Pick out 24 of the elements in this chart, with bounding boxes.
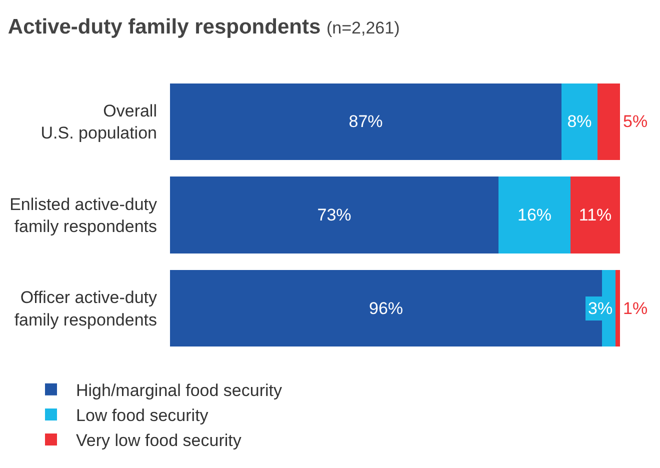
- data-label: 16%: [517, 206, 552, 224]
- data-label: 8%: [567, 112, 592, 132]
- y-tick-label: Overall U.S. population: [40, 102, 157, 143]
- bar: [170, 176, 498, 254]
- bar: [570, 176, 620, 254]
- data-label: 5%: [623, 112, 648, 132]
- data-label: 96%: [368, 298, 404, 318]
- bar: [170, 83, 562, 160]
- legend-label: Low food security: [76, 406, 209, 426]
- bar: [562, 83, 598, 160]
- data-label: 11%: [578, 206, 612, 224]
- legend-label: Very low food security: [76, 431, 242, 450]
- y-tick-label: Officer active-duty family respondents: [14, 288, 158, 330]
- bar: [498, 176, 570, 254]
- legend-label: High/marginal food security: [76, 380, 282, 400]
- data-label: 73%: [317, 206, 352, 224]
- y-tick-label: Enlisted active-duty family respondents: [10, 194, 158, 236]
- bar: [616, 270, 620, 347]
- chart-subtitle: (n=2,261): [326, 18, 400, 38]
- data-label: 87%: [348, 112, 383, 132]
- data-label: 3%: [588, 299, 613, 318]
- chart-title: Active-duty family respondents: [8, 15, 321, 38]
- data-label: 1%: [623, 298, 648, 318]
- bar: [598, 83, 620, 160]
